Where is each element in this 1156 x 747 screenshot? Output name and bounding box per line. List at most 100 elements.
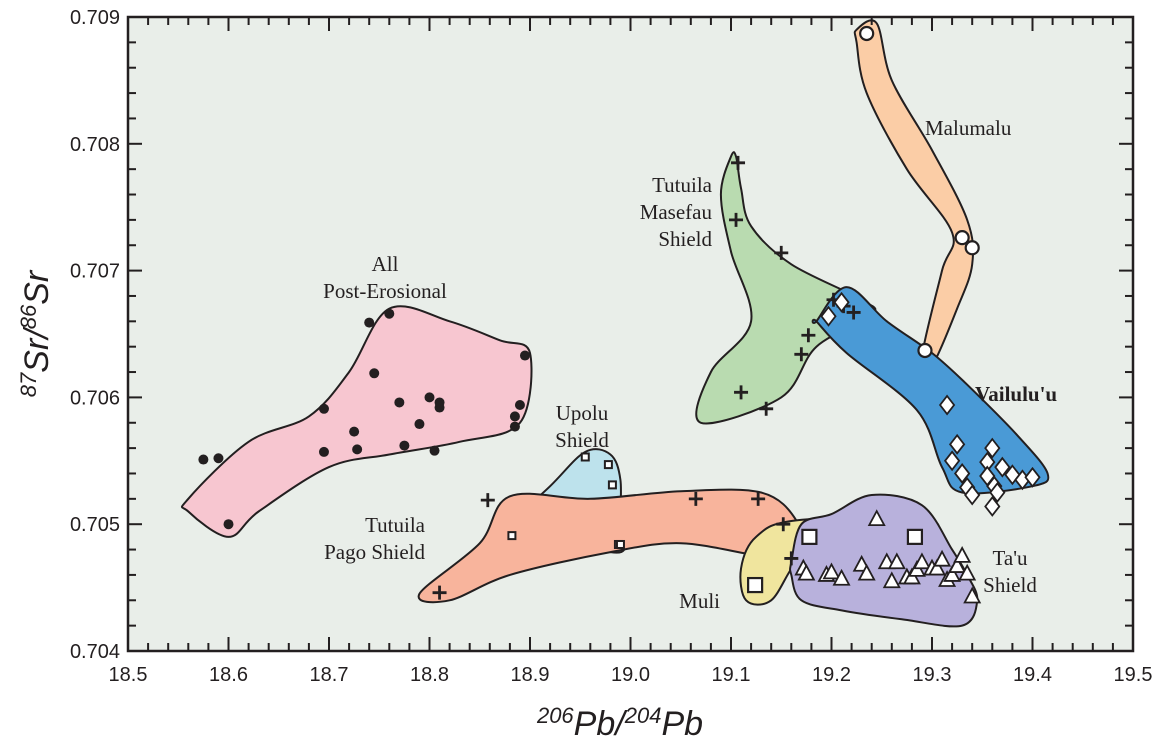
x-axis-title: 206Pb/204Pb (536, 703, 703, 743)
point-all-post-erosional (198, 454, 209, 465)
x-axis-title-superscript-1: 206 (536, 703, 574, 728)
point-ta-u-shield (958, 563, 977, 581)
point-all-post-erosional (349, 426, 360, 437)
x-tick-label: 18.9 (511, 664, 550, 686)
point-all-post-erosional (424, 392, 435, 403)
label-upolu-shield-line-2: Shield (555, 428, 609, 452)
x-tick-label: 18.7 (310, 664, 349, 686)
region-all-post-erosional (180, 305, 533, 538)
point-upolu-shield (607, 480, 617, 490)
y-tick-label: 0.709 (70, 7, 120, 29)
x-tick-label: 19.5 (1114, 664, 1153, 686)
point-ta-u-shield (943, 565, 962, 582)
label-tutuila-masefau-shield-line-1: Tutuila (652, 173, 713, 197)
point-vailulu-u (964, 484, 981, 506)
x-tick-label: 19.1 (712, 664, 751, 686)
label-all-post-erosional-line-1: All (372, 252, 399, 276)
point-all-post-erosional (519, 350, 530, 361)
x-tick-label: 19.2 (812, 664, 851, 686)
plot-background (128, 17, 1133, 651)
label-vailulu-u-line-1: Vailulu'u (975, 382, 1057, 406)
point-tutuila-masefau-shield (731, 155, 746, 170)
x-tick-label: 19.4 (1013, 664, 1052, 686)
point-tutuila-masefau-shield (774, 245, 789, 260)
x-tick-label: 18.6 (209, 664, 248, 686)
point-upolu-shield (603, 460, 613, 470)
point-muli (801, 528, 818, 545)
point-tutuila-masefau-shield (794, 347, 809, 362)
point-all-post-erosional (429, 445, 440, 456)
point-vailulu-u (989, 482, 1006, 503)
point-ta-u-shield (867, 509, 886, 527)
y-axis-title-superscript-2: 86 (16, 304, 41, 329)
point-ta-u-shield (912, 552, 931, 570)
point-vailulu-u (984, 437, 1001, 459)
point-ta-u-shield (857, 563, 876, 581)
y-axis-title-part-2: Sr (18, 269, 56, 305)
point-ta-u-shield (887, 552, 906, 570)
point-all-post-erosional (384, 308, 395, 319)
point-vailulu-u (943, 450, 961, 472)
data-points (198, 25, 1041, 604)
label-tutuila-masefau-shield-line-2: Masefau (640, 200, 713, 224)
point-ta-u-shield (953, 545, 972, 563)
group-labels: All Post-Erosional Upolu Shield Tutuila Pago … (323, 116, 1057, 613)
point-all-post-erosional (223, 519, 234, 530)
x-tick-label: 18.5 (109, 664, 148, 686)
point-ta-u-shield (882, 571, 901, 589)
point-ta-u-shield (928, 558, 947, 576)
point-tutuila-pago-shield (432, 585, 447, 600)
point-malumalu (917, 342, 933, 359)
point-all-post-erosional (318, 446, 329, 457)
point-muli (906, 528, 924, 545)
label-tutuila-pago-shield-line-1: Tutuila (365, 513, 426, 537)
point-vailulu-u (984, 495, 1001, 517)
point-tutuila-masefau-shield (734, 385, 749, 400)
label-tutuila-pago-shield-line-2: Pago Shield (324, 540, 425, 564)
y-tick-label: 0.708 (70, 134, 120, 156)
point-tutuila-masefau-shield (729, 212, 744, 227)
point-all-post-erosional (414, 419, 425, 430)
point-upolu-shield (615, 539, 625, 549)
point-all-post-erosional (352, 444, 363, 455)
y-axis-title: 87Sr/86Sr (16, 269, 56, 397)
y-tick-label: 0.705 (70, 514, 120, 536)
point-ta-u-shield (832, 568, 851, 586)
point-upolu-shield (507, 531, 517, 541)
point-tutuila-masefau-shield (759, 401, 774, 416)
point-all-post-erosional (394, 397, 405, 408)
x-tick-label: 19.3 (913, 664, 952, 686)
point-tutuila-pago-shield (480, 493, 495, 508)
point-ta-u-shield (963, 586, 982, 604)
y-axis-title-superscript-1: 87 (16, 372, 41, 397)
point-all-post-erosional (509, 411, 520, 422)
point-all-post-erosional (364, 317, 375, 328)
label-malumalu-line-1: Malumalu (925, 116, 1012, 140)
label-tutuila-masefau-shield-line-3: Shield (658, 227, 712, 251)
point-ta-u-shield (948, 556, 967, 573)
y-axis-title-part-1: Sr/ (18, 326, 56, 373)
point-all-post-erosional (213, 453, 224, 464)
label-ta-u-shield-line-2: Shield (983, 573, 1037, 597)
point-malumalu (859, 25, 875, 42)
point-muli (747, 576, 764, 594)
point-all-post-erosional (509, 421, 520, 432)
point-ta-u-shield (822, 562, 841, 580)
point-all-post-erosional (318, 403, 329, 414)
point-tutuila-pago-shield (751, 491, 766, 506)
point-tutuila-pago-shield (776, 517, 791, 532)
point-vailulu-u (938, 394, 956, 416)
point-vailulu-u (820, 305, 837, 327)
point-tutuila-pago-shield (688, 491, 703, 506)
point-ta-u-shield (797, 563, 816, 581)
point-all-post-erosional (514, 400, 525, 411)
label-muli-line-1: Muli (679, 589, 720, 613)
point-vailulu-u (833, 291, 850, 313)
x-tick-label: 18.8 (410, 664, 449, 686)
point-malumalu (964, 240, 980, 256)
point-ta-u-shield (933, 549, 952, 567)
point-vailulu-u (954, 463, 971, 484)
point-malumalu (954, 230, 970, 246)
label-upolu-shield-line-1: Upolu (556, 401, 609, 425)
